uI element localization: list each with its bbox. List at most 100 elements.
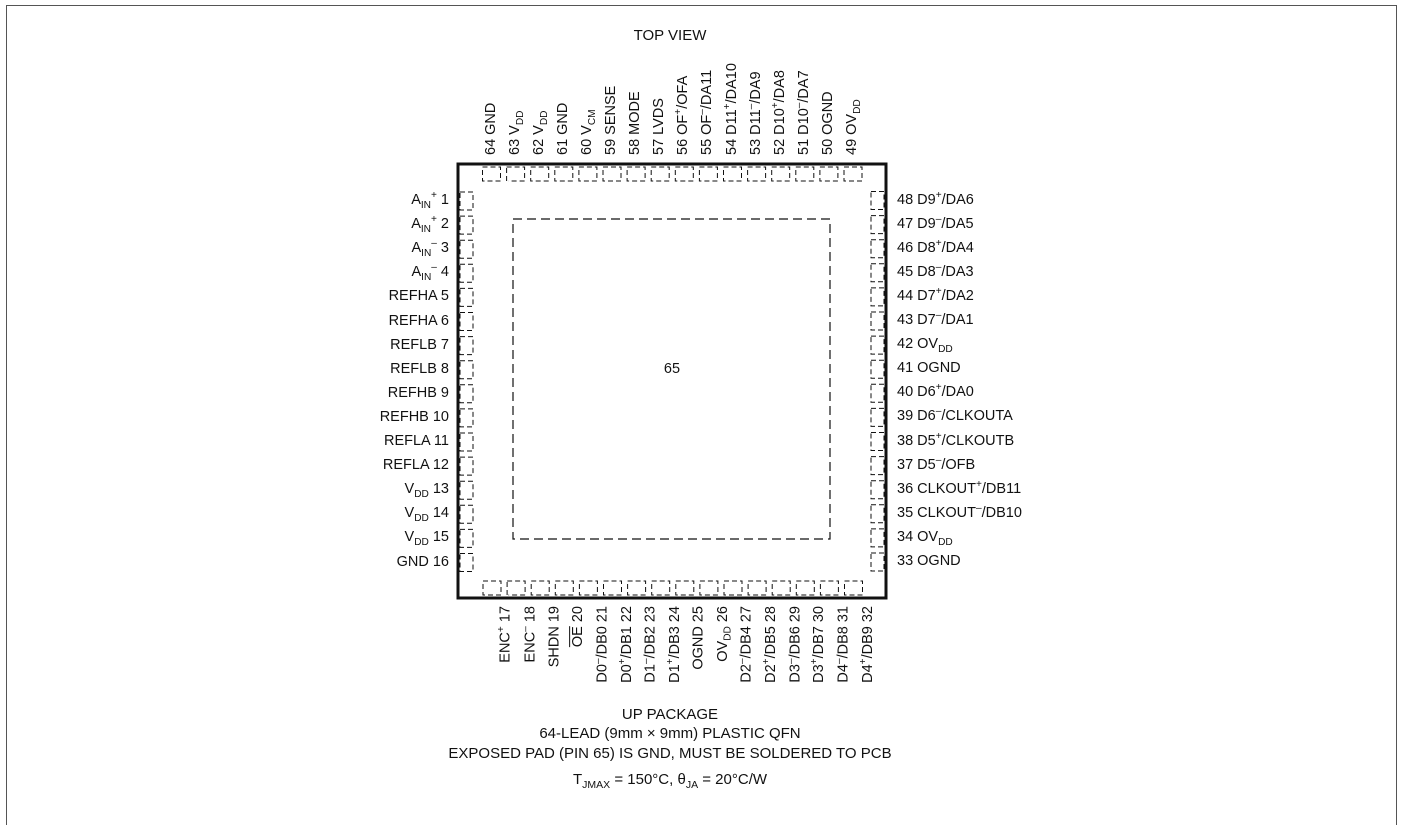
- pin-pad-22: [603, 580, 622, 596]
- exposed-pad: [512, 218, 831, 540]
- pin-label-4: AIN– 4: [411, 262, 449, 284]
- pin-label-17: ENC+ 17: [496, 606, 514, 663]
- pin-label-63: 63 VDD: [506, 110, 526, 155]
- pin-label-53: 53 D11–/DA9: [745, 71, 764, 155]
- pin-label-43: 43 D7–/DA1: [897, 310, 974, 328]
- pin-label-46: 46 D8+/DA4: [897, 237, 974, 256]
- lead-description: 64-LEAD (9mm × 9mm) PLASTIC QFN: [539, 725, 801, 742]
- pin-label-36: 36 CLKOUT+/DB11: [897, 478, 1022, 497]
- pin-pad-15: [459, 528, 474, 548]
- pin-pad-64: [482, 166, 501, 182]
- pin-pad-36: [870, 480, 885, 500]
- pin-pad-6: [459, 312, 474, 331]
- pin-pad-57: [650, 166, 670, 182]
- pin-pad-8: [459, 360, 474, 380]
- exposed-pad-note: EXPOSED PAD (PIN 65) IS GND, MUST BE SOL…: [448, 745, 892, 762]
- pin-pad-42: [870, 335, 885, 355]
- pin-label-29: D3–/DB6 29: [785, 606, 804, 683]
- pin-label-14: VDD 14: [404, 505, 449, 525]
- pin-label-47: 47 D9–/DA5: [897, 213, 974, 232]
- pin-pad-52: [771, 166, 791, 182]
- pin-label-19: SHDN 19: [546, 606, 563, 668]
- pin-label-57: 57 LVDS: [651, 98, 668, 155]
- pin-label-21: D0–/DB0 21: [592, 606, 611, 683]
- pin-label-56: 56 OF+/OFA: [673, 75, 692, 155]
- pin-pad-60: [578, 166, 598, 182]
- figure-frame: [6, 5, 1397, 825]
- pin-label-9: REFHB 9: [387, 384, 449, 401]
- pin-pad-27: [723, 580, 743, 596]
- pin-label-16: GND 16: [396, 553, 449, 570]
- pin-label-26: OVDD 26: [714, 606, 734, 662]
- pin-pad-19: [530, 580, 550, 596]
- pin-label-31: D4–/DB8 31: [833, 606, 852, 683]
- pin-label-1: AIN+ 1: [411, 190, 449, 211]
- pin-pad-23: [627, 580, 647, 596]
- pin-pad-25: [675, 580, 695, 596]
- pin-pad-3: [459, 239, 474, 259]
- pin-pad-37: [870, 456, 885, 476]
- pin-pad-26: [699, 580, 719, 596]
- pin-label-49: 49 OVDD: [844, 99, 863, 155]
- pin-pad-50: [819, 166, 839, 182]
- pin-label-64: 64 GND: [482, 102, 499, 155]
- pin-label-40: 40 D6+/DA0: [897, 382, 974, 401]
- pin-pad-12: [459, 456, 474, 476]
- pin-pad-4: [459, 263, 474, 283]
- pin-label-5: REFHA 5: [388, 288, 449, 305]
- pin-label-44: 44 D7+/DA2: [897, 286, 974, 304]
- pin-pad-20: [554, 580, 574, 596]
- pin-pads: [459, 166, 885, 596]
- pin-label-27: D2–/DB4 27: [737, 606, 755, 683]
- pin-pad-31: [819, 580, 839, 596]
- pin-pad-5: [459, 287, 474, 307]
- pin-pad-54: [723, 166, 742, 182]
- pin-label-37: 37 D5–/OFB: [897, 454, 976, 473]
- pin-label-22: D0+/DB1 22: [616, 606, 635, 683]
- pin-label-45: 45 D8–/DA3: [897, 261, 974, 280]
- pin-pad-58: [626, 166, 646, 182]
- pin-pad-29: [771, 580, 791, 596]
- pin-label-50: 50 OGND: [819, 91, 836, 155]
- pin-pad-33: [870, 552, 885, 572]
- pin-pad-24: [651, 580, 671, 596]
- pin-label-3: AIN– 3: [411, 238, 449, 260]
- pin-label-12: REFLA 12: [382, 457, 449, 474]
- pin-label-10: REFHB 10: [379, 408, 449, 425]
- pin-pad-16: [459, 553, 474, 572]
- pin-label-34: 34 OVDD: [897, 528, 953, 548]
- pin-label-38: 38 D5+/CLKOUTB: [897, 430, 1015, 449]
- pin-label-11: REFLA 11: [383, 433, 449, 449]
- pin-label-48: 48 D9+/DA6: [897, 189, 974, 208]
- pin-label-58: 58 MODE: [627, 91, 644, 155]
- pin-pad-10: [459, 408, 474, 428]
- pin-pad-34: [870, 528, 885, 548]
- pin-pad-28: [747, 580, 767, 596]
- package-name: UP PACKAGE: [621, 706, 719, 723]
- pin-pad-53: [747, 166, 767, 182]
- thermal-spec: TJMAX = 150°C, θJA = 20°C/W: [572, 771, 768, 791]
- pin-label-8: REFLB 8: [390, 360, 449, 377]
- pin-label-6: REFHA 6: [388, 312, 449, 329]
- package-body: [456, 162, 888, 600]
- pin-label-39: 39 D6–/CLKOUTA: [897, 406, 1013, 425]
- pin-pad-55: [698, 166, 718, 182]
- pin-label-28: D2+/DB5 28: [761, 606, 780, 683]
- pin-pad-62: [530, 166, 550, 182]
- pin-pad-9: [459, 384, 474, 404]
- pin-pad-61: [554, 166, 574, 182]
- pin-pad-49: [843, 166, 863, 182]
- pin-pad-56: [674, 166, 694, 182]
- pin-label-61: 61 GND: [554, 102, 571, 155]
- pin-label-2: AIN+ 2: [411, 214, 449, 235]
- pin-label-18: ENC– 18: [520, 606, 539, 663]
- pin-pad-38: [870, 432, 885, 451]
- pin-pad-40: [870, 383, 885, 403]
- pin-pad-59: [602, 166, 622, 182]
- pin-label-42: 42 OVDD: [897, 336, 953, 355]
- pin-pad-14: [459, 504, 474, 524]
- pin-pad-32: [844, 580, 863, 596]
- pin-pad-63: [506, 166, 526, 182]
- pin-pad-46: [870, 239, 885, 259]
